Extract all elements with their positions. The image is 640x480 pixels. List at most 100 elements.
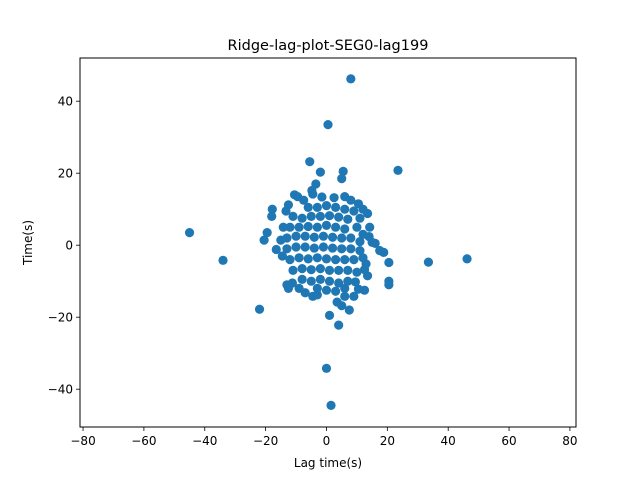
- data-point: [300, 288, 310, 298]
- data-point: [309, 243, 319, 253]
- data-point: [393, 165, 403, 175]
- data-point: [338, 166, 348, 176]
- data-point: [337, 174, 347, 184]
- data-point: [306, 211, 316, 221]
- x-tick-label: 40: [441, 434, 456, 448]
- data-point: [326, 400, 336, 410]
- data-point: [340, 291, 350, 301]
- x-tick-label: −20: [253, 434, 278, 448]
- data-point: [423, 257, 434, 267]
- data-point: [267, 211, 277, 221]
- data-point: [384, 280, 394, 290]
- data-point: [184, 228, 195, 238]
- x-tick-label: −60: [131, 434, 156, 448]
- data-point: [331, 202, 341, 212]
- data-point: [350, 277, 360, 287]
- data-point: [384, 257, 394, 268]
- data-point: [300, 231, 310, 241]
- data-point: [331, 222, 341, 232]
- y-axis-label: Time(s): [21, 220, 35, 266]
- data-point: [287, 278, 297, 288]
- data-point: [358, 253, 368, 263]
- data-point: [297, 274, 307, 284]
- data-point: [321, 201, 332, 211]
- x-tick-label: −40: [192, 434, 217, 448]
- data-point: [337, 233, 347, 243]
- data-point: [312, 202, 322, 212]
- data-point: [218, 255, 228, 265]
- data-point: [262, 228, 272, 238]
- data-point: [352, 222, 362, 232]
- data-point: [331, 255, 341, 265]
- data-point: [305, 157, 315, 167]
- data-point: [346, 195, 356, 205]
- x-axis-ticks: −80 −60 −40 −20 0 20 40 60 80: [70, 427, 578, 448]
- x-tick-label: 60: [501, 434, 516, 448]
- data-point: [340, 255, 350, 265]
- data-point: [303, 221, 313, 232]
- data-point: [343, 214, 353, 224]
- data-point: [282, 244, 292, 254]
- data-point: [324, 310, 335, 320]
- data-point: [282, 233, 292, 243]
- y-tick-label: 0: [65, 239, 73, 253]
- y-axis-ticks: −40 −20 0 20 40: [48, 95, 80, 397]
- data-point: [321, 220, 332, 230]
- data-point: [343, 265, 353, 275]
- data-point: [343, 276, 353, 286]
- data-point: [300, 242, 310, 252]
- data-point: [365, 222, 375, 232]
- data-point: [315, 274, 325, 284]
- data-point: [317, 192, 327, 202]
- x-tick-label: −80: [70, 434, 95, 448]
- x-tick-label: 20: [380, 434, 395, 448]
- data-point: [291, 242, 301, 252]
- data-point: [334, 212, 344, 222]
- x-tick-label: 0: [323, 434, 331, 448]
- scatter-points: [184, 74, 472, 410]
- data-point: [285, 255, 295, 265]
- data-point: [327, 243, 338, 253]
- data-point: [355, 213, 365, 223]
- data-point: [331, 286, 341, 296]
- data-point: [329, 193, 339, 203]
- data-point: [278, 222, 288, 232]
- data-point: [321, 254, 332, 264]
- y-tick-label: 20: [58, 167, 73, 181]
- data-point: [337, 301, 347, 311]
- data-point: [303, 202, 313, 212]
- data-point: [323, 120, 333, 130]
- data-point: [352, 267, 362, 277]
- data-point: [321, 363, 332, 373]
- data-point: [340, 224, 350, 234]
- data-point: [312, 283, 322, 293]
- data-point: [277, 251, 287, 261]
- data-point: [288, 265, 298, 275]
- data-point: [318, 231, 329, 241]
- data-point: [294, 253, 304, 263]
- data-point: [259, 235, 269, 245]
- data-point: [283, 200, 294, 210]
- data-point: [254, 304, 265, 314]
- data-point: [297, 264, 307, 274]
- data-point: [306, 265, 316, 275]
- data-point: [324, 276, 335, 286]
- data-point: [337, 244, 347, 254]
- y-tick-label: 40: [58, 95, 73, 109]
- data-point: [358, 229, 368, 239]
- data-point: [327, 232, 338, 242]
- data-point: [334, 265, 344, 275]
- data-point: [315, 211, 325, 221]
- data-point: [315, 264, 325, 274]
- data-point: [267, 204, 277, 214]
- data-point: [349, 255, 359, 265]
- data-point: [318, 242, 329, 252]
- data-point: [312, 253, 322, 263]
- data-point: [308, 189, 318, 199]
- data-point: [315, 167, 325, 177]
- data-point: [299, 195, 309, 205]
- x-axis-label: Lag time(s): [294, 456, 362, 470]
- data-point: [334, 320, 344, 330]
